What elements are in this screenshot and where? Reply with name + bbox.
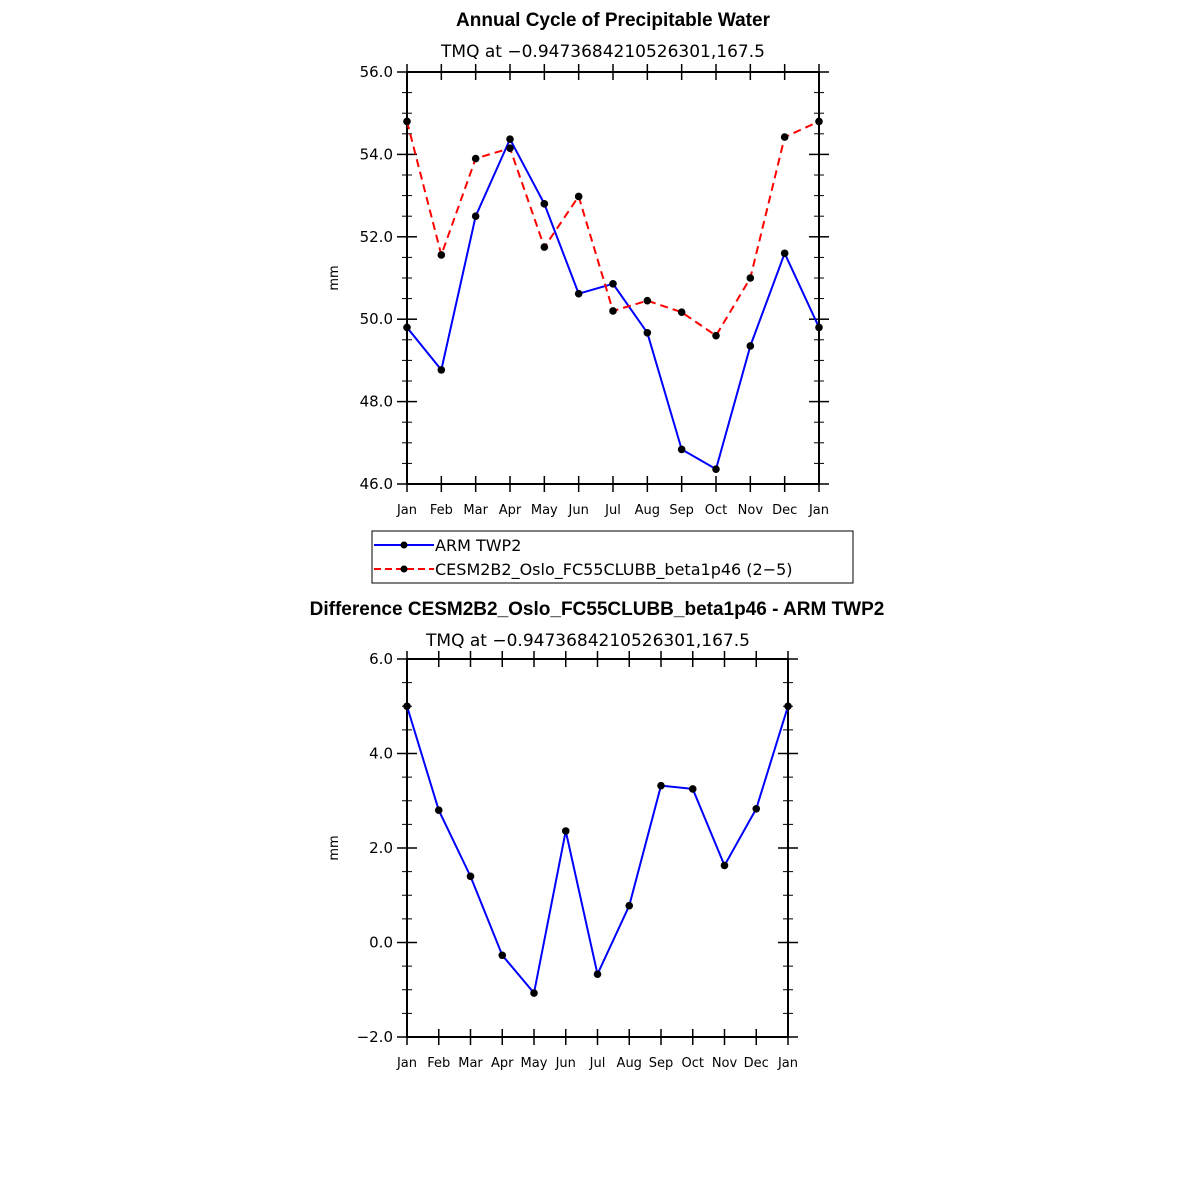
- chart2-xtick-label: Jul: [589, 1056, 606, 1071]
- chart2-ytick-label: 2.0: [369, 839, 393, 857]
- chart2-title: Difference CESM2B2_Oslo_FC55CLUBB_beta1p…: [310, 599, 885, 620]
- chart1-series-0-point: [403, 323, 411, 332]
- chart1-ytick-label: 52.0: [360, 228, 393, 246]
- chart1-ytick-label: 48.0: [360, 393, 393, 411]
- chart1-series-1-line: [406, 120, 820, 338]
- chart1-series-1-point: [643, 296, 652, 305]
- chart1-subtitle: TMQ at −0.9473684210526301,167.5: [440, 42, 765, 62]
- chart1-xtick-label: Jul: [604, 503, 621, 518]
- chart1-series-0-line: [406, 136, 820, 471]
- chart1-ylabel: mm: [327, 265, 342, 290]
- chart1-ytick-label: 50.0: [360, 310, 393, 328]
- chart2-xtick-label: Nov: [712, 1056, 738, 1071]
- chart2-xtick-label: Jan: [396, 1056, 417, 1071]
- chart1-xtick-label: Dec: [772, 503, 797, 518]
- chart1-xtick-label: Apr: [499, 503, 522, 518]
- chart1-series-1-point: [574, 192, 583, 201]
- chart1-series-1-point: [506, 144, 514, 153]
- chart2-ytick-label: 6.0: [369, 650, 393, 668]
- chart1-xtick-label: May: [531, 503, 558, 518]
- chart1-xtick-label: Jun: [568, 503, 589, 518]
- legend-box: [371, 530, 854, 584]
- chart1-series-0-point: [712, 465, 720, 473]
- chart1-xtick-label: Feb: [430, 503, 453, 518]
- chart2-series-0-point: [657, 781, 665, 790]
- chart1-series-1-point: [815, 117, 823, 126]
- chart1-ytick-label: 54.0: [360, 145, 393, 163]
- legend: ARM TWP2 CESM2B2_Oslo_FC55CLUBB_beta1p46…: [371, 530, 854, 584]
- chart1-xtick-label: Jan: [396, 503, 417, 518]
- chart2-ytick-label: 0.0: [369, 934, 393, 952]
- chart1-title: Annual Cycle of Precipitable Water: [456, 10, 771, 31]
- chart2-series-0-point: [593, 970, 602, 978]
- chart1-xtick-label: Mar: [463, 503, 488, 518]
- chart1-series-0-point: [677, 445, 686, 454]
- chart2-xtick-label: Sep: [649, 1056, 674, 1071]
- chart1-series-1-point: [746, 274, 755, 282]
- chart1-series-0-point: [746, 342, 755, 350]
- chart2-series-0-point: [561, 827, 570, 835]
- chart1-series-1-point: [780, 133, 789, 141]
- chart1-xtick-label: Oct: [705, 503, 727, 518]
- chart1-xtick-label: Jan: [808, 503, 829, 518]
- chart1-frame: [406, 71, 820, 485]
- chart2-xtick-label: Oct: [682, 1056, 704, 1071]
- chart2-xtick-label: Jan: [777, 1056, 798, 1071]
- chart2-series-0-point: [403, 702, 411, 711]
- legend-marker-arm: [400, 541, 408, 549]
- chart2-series-0-point: [498, 951, 507, 960]
- chart2-xtick-label: May: [521, 1056, 548, 1071]
- chart1-series-1-point: [712, 331, 720, 340]
- chart2-ylabel: mm: [327, 835, 342, 860]
- chart2-xtick-label: Jun: [555, 1056, 576, 1071]
- chart2-xtick-label: Apr: [491, 1056, 514, 1071]
- chart2-series-0-point: [688, 785, 697, 793]
- chart1-ytick-label: 46.0: [360, 475, 393, 493]
- chart2-series-0-point: [752, 804, 761, 813]
- chart2-xtick-label: Mar: [458, 1056, 483, 1071]
- chart2-series-0-point: [720, 861, 729, 870]
- chart2-plot: Jan Feb Mar Apr May Jun Jul Aug Sep Oct Nov Dec Jan−…: [357, 650, 798, 1071]
- chart1-xtick-label: Aug: [635, 503, 660, 518]
- chart1-series-1-point: [540, 243, 549, 251]
- chart2-xtick-label: Feb: [427, 1056, 450, 1071]
- chart2-ytick-label: 4.0: [369, 745, 393, 763]
- chart2-xtick-label: Aug: [617, 1056, 642, 1071]
- chart2-series-0-line: [406, 705, 789, 996]
- chart2-subtitle: TMQ at −0.9473684210526301,167.5: [425, 631, 750, 651]
- chart2-series-0-point: [530, 989, 538, 997]
- chart1-series-0-point: [437, 366, 446, 374]
- chart1-series-1-point: [471, 154, 480, 163]
- chart1-ytick-label: 56.0: [360, 63, 393, 81]
- chart1-series-0-point: [471, 212, 480, 220]
- chart1-plot: Jan Feb Mar Apr May Jun Jul Aug Sep Oct Nov Dec Jan4…: [360, 63, 829, 518]
- chart1-xtick-label: Nov: [738, 503, 764, 518]
- chart2-series-0-point: [466, 872, 475, 881]
- chart2-series-0-point: [434, 806, 443, 814]
- chart1-series-0-point: [540, 200, 549, 208]
- chart1-series-1-point: [437, 251, 446, 259]
- chart1-series-1-point: [609, 307, 617, 315]
- chart1-series-0-point: [780, 249, 789, 258]
- chart2-series-0-point: [784, 702, 792, 711]
- chart2-frame: [406, 658, 789, 1038]
- chart2-xtick-label: Dec: [744, 1056, 769, 1071]
- legend-label-arm: ARM TWP2: [435, 536, 521, 555]
- chart1-series-0-point: [574, 289, 583, 298]
- chart1-series-0-point: [643, 328, 652, 337]
- chart1-xtick-label: Sep: [669, 503, 694, 518]
- chart2-series-0-point: [625, 901, 634, 910]
- chart1-series-1-point: [403, 117, 411, 126]
- chart1-series-1-point: [677, 308, 686, 316]
- legend-marker-cesm: [400, 565, 408, 573]
- chart1-series-0-point: [815, 323, 823, 332]
- chart1-series-0-point: [609, 279, 617, 288]
- legend-label-cesm: CESM2B2_Oslo_FC55CLUBB_beta1p46 (2−5): [435, 560, 793, 580]
- chart1-series-0-point: [506, 135, 514, 143]
- chart2-ytick-label: −2.0: [357, 1028, 393, 1046]
